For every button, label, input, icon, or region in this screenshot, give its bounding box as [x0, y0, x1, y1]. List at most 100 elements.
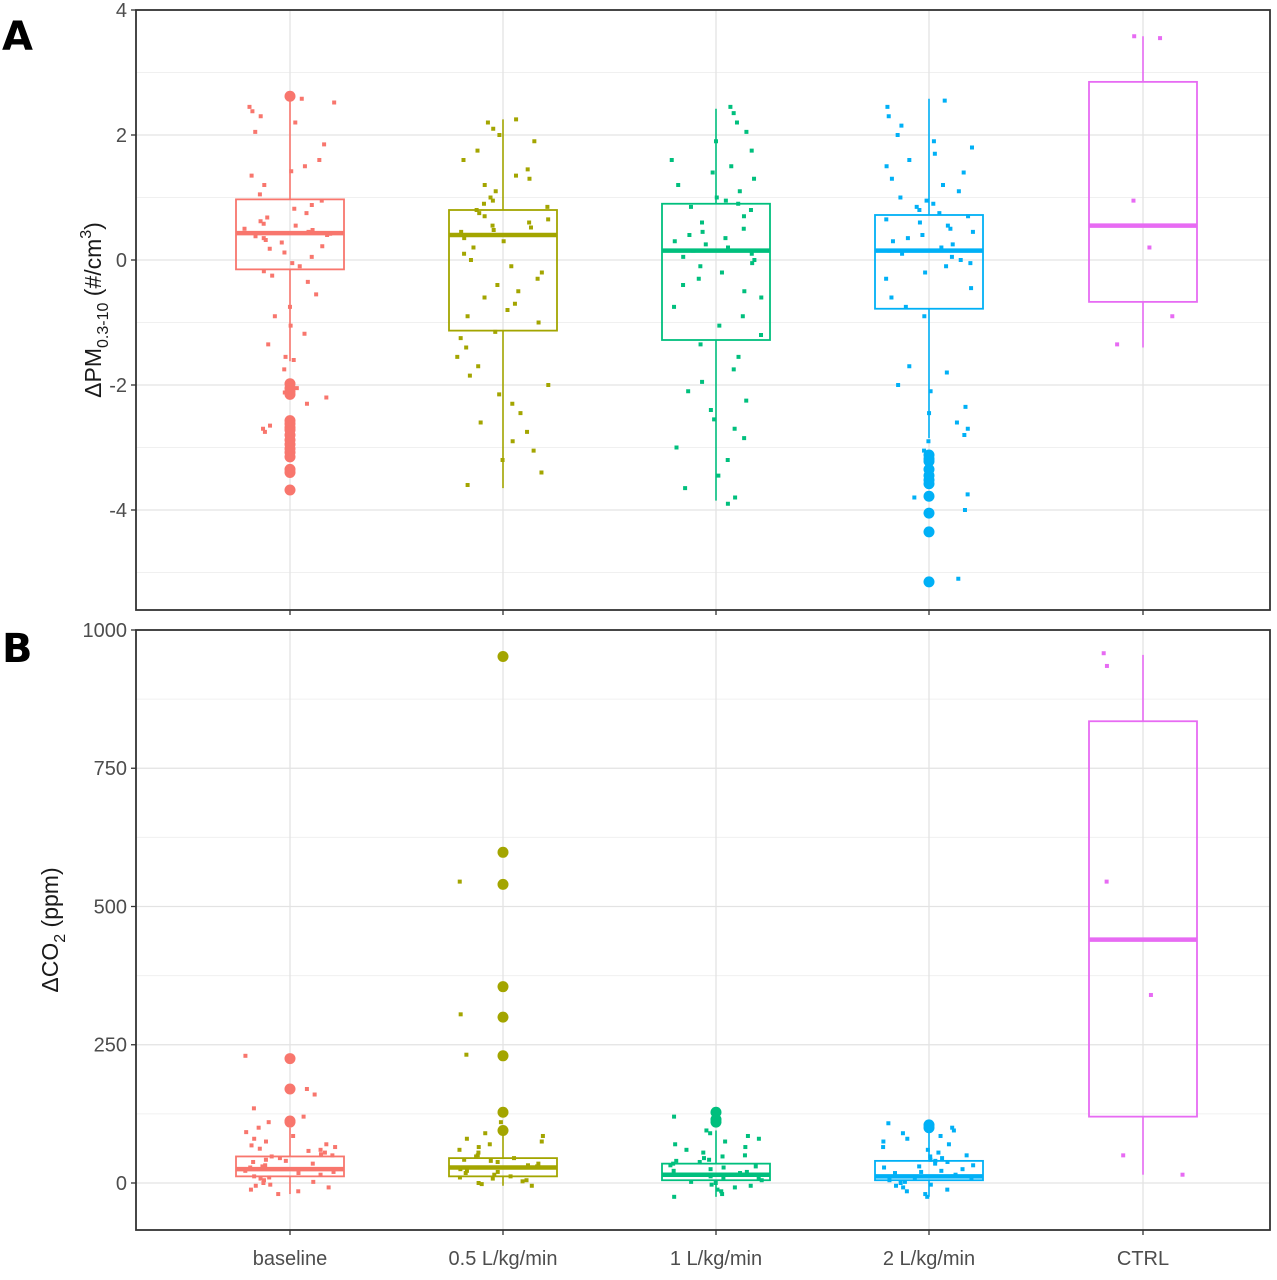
jitter-point — [723, 236, 728, 241]
jitter-point — [697, 1159, 702, 1164]
jitter-point — [963, 404, 968, 409]
y-tick-label: 500 — [94, 896, 127, 918]
jitter-point — [920, 233, 925, 237]
jitter-point — [516, 289, 521, 294]
jitter-point — [477, 211, 482, 216]
jitter-point — [933, 1161, 938, 1166]
jitter-point — [243, 1168, 248, 1173]
jitter-point — [753, 1164, 758, 1169]
jitter-point — [884, 217, 889, 222]
jitter-point — [723, 1139, 728, 1144]
jitter-point — [249, 173, 254, 178]
jitter-point — [708, 1174, 713, 1179]
jitter-point — [756, 1136, 761, 1141]
jitter-point — [956, 576, 961, 581]
jitter-point — [457, 879, 462, 884]
jitter-point — [712, 417, 717, 422]
jitter-point — [717, 323, 722, 328]
jitter-point — [263, 238, 268, 242]
jitter-point — [258, 219, 263, 224]
jitter-point — [302, 164, 307, 169]
jitter-point — [696, 276, 701, 281]
jitter-point — [950, 242, 955, 247]
jitter-point — [1104, 879, 1109, 884]
jitter-point — [464, 1136, 469, 1141]
jitter-point — [884, 276, 889, 281]
jitter-point — [497, 133, 502, 137]
jitter-point — [482, 295, 487, 300]
jitter-point — [458, 336, 463, 341]
jitter-point — [518, 411, 523, 416]
jitter-point — [732, 426, 737, 431]
jitter-point — [331, 1169, 336, 1174]
jitter-point — [922, 314, 927, 319]
jitter-point — [532, 139, 537, 144]
jitter-point — [485, 120, 490, 125]
jitter-point — [305, 279, 310, 284]
jitter-point — [498, 1120, 503, 1125]
jitter-point — [698, 342, 703, 347]
jitter-point — [312, 1092, 317, 1097]
jitter-point — [902, 1179, 907, 1184]
jitter-point — [268, 423, 273, 428]
jitter-point — [917, 220, 922, 225]
jitter-point — [905, 236, 910, 241]
jitter-point — [715, 1187, 720, 1192]
jitter-point — [951, 1128, 956, 1133]
x-tick-label: 1 L/kg/min — [670, 1248, 762, 1270]
jitter-point — [258, 114, 263, 119]
jitter-point — [962, 508, 967, 512]
jitter-point — [528, 225, 533, 230]
y-tick-label: 0 — [116, 250, 127, 272]
jitter-point — [971, 1163, 976, 1168]
y-tick-label: 250 — [94, 1035, 127, 1057]
jitter-point — [309, 254, 314, 259]
jitter-point — [707, 1157, 712, 1162]
jitter-point — [741, 214, 746, 219]
jitter-point — [524, 1178, 529, 1183]
jitter-point — [279, 240, 284, 245]
panel-label-a: A — [2, 14, 33, 60]
jitter-point — [759, 1178, 764, 1183]
jitter-point — [889, 295, 894, 300]
jitter-point — [269, 1154, 274, 1159]
x-tick-label: baseline — [253, 1248, 328, 1270]
jitter-point — [676, 183, 681, 187]
jitter-point — [933, 1158, 938, 1163]
jitter-point — [505, 308, 510, 312]
jitter-point — [252, 1174, 257, 1179]
jitter-point — [302, 331, 307, 336]
jitter-point — [703, 242, 708, 247]
jitter-point — [464, 1052, 469, 1057]
jitter-point — [744, 398, 749, 403]
jitter-point — [495, 1159, 500, 1164]
jitter-point — [669, 158, 674, 162]
jitter-point — [731, 367, 736, 372]
jitter-point — [950, 1125, 955, 1130]
jitter-point — [745, 1133, 750, 1138]
jitter-point — [263, 1163, 268, 1168]
jitter-point — [898, 195, 903, 200]
jitter-point — [732, 1185, 737, 1190]
jitter-point — [968, 261, 973, 266]
jitter-point — [513, 173, 518, 178]
jitter-point — [928, 1154, 933, 1159]
jitter-point — [700, 229, 705, 234]
jitter-point — [945, 1187, 950, 1192]
jitter-point — [698, 264, 703, 269]
jitter-point — [672, 1114, 677, 1119]
jitter-point — [512, 301, 517, 306]
jitter-point — [251, 1159, 256, 1164]
jitter-point — [490, 198, 495, 203]
jitter-point — [898, 1180, 903, 1185]
jitter-point — [721, 1175, 726, 1180]
jitter-point — [949, 254, 954, 259]
jitter-point — [1131, 198, 1136, 203]
jitter-point — [742, 289, 747, 294]
jitter-point — [283, 1158, 288, 1163]
jitter-point — [257, 1146, 262, 1151]
jitter-point — [481, 201, 486, 206]
jitter-point — [931, 201, 936, 206]
jitter-point — [546, 217, 551, 222]
jitter-point — [455, 354, 460, 359]
